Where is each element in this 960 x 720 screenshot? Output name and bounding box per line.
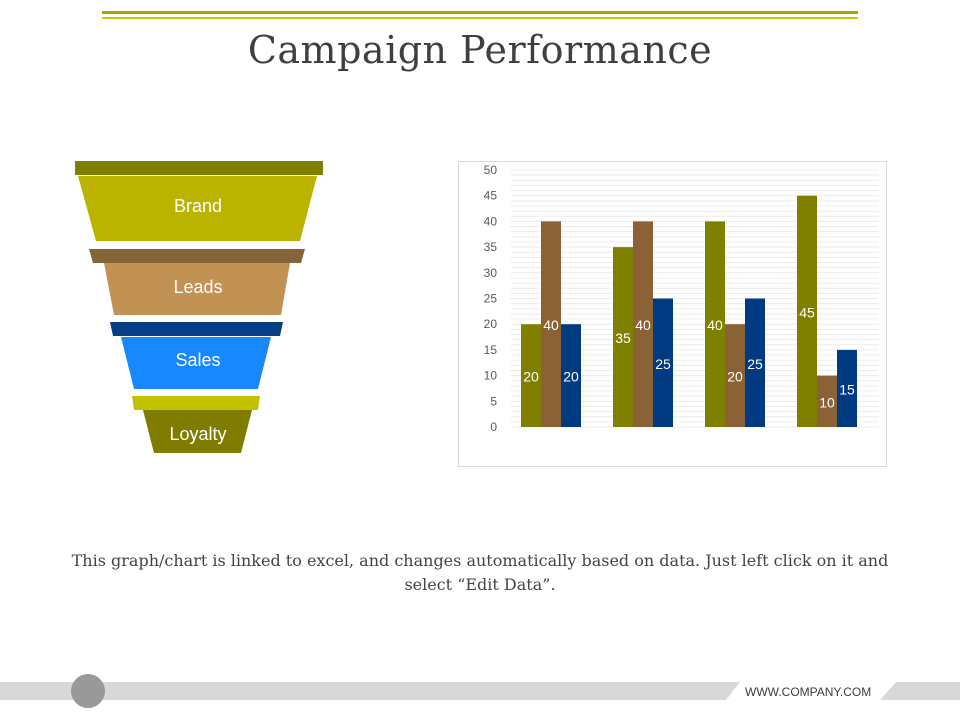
bar (633, 221, 653, 427)
bar-data-label: 20 (563, 369, 579, 385)
y-tick-label: 40 (484, 214, 498, 228)
y-tick-label: 45 (484, 189, 498, 203)
bar-data-label: 25 (747, 356, 763, 372)
funnel-label-loyalty: Loyalty (169, 424, 227, 444)
bar (613, 247, 633, 427)
bar (653, 298, 673, 427)
bar-data-label: 25 (655, 356, 671, 372)
funnel-cap-leads (89, 249, 305, 263)
footer-band-right (880, 682, 960, 700)
slide-title[interactable]: Campaign Performance (247, 28, 713, 72)
bar-data-label: 20 (523, 369, 539, 385)
footer-circle-icon (71, 674, 105, 708)
bar (541, 221, 561, 427)
y-tick-label: 25 (484, 292, 498, 306)
bar-chart[interactable]: 0 5 10 15 20 25 30 35 40 45 50 20 40 20 35 40 25 40 20 25 45… (458, 161, 887, 467)
top-rule-secondary (102, 17, 858, 19)
y-tick-label: 20 (484, 317, 498, 331)
bar (817, 375, 837, 427)
top-rule (102, 11, 858, 14)
bar (837, 349, 857, 427)
bar-data-label: 40 (543, 317, 559, 333)
footer-url[interactable]: WWW.COMPANY.COM (745, 685, 872, 699)
chart-caption: This graph/chart is linked to excel, and… (71, 551, 889, 594)
y-tick-label: 15 (484, 343, 498, 357)
bar (745, 298, 765, 427)
footer-band-left (0, 682, 740, 700)
funnel-label-leads: Leads (173, 277, 223, 297)
funnel-label-brand: Brand (173, 196, 223, 216)
bar-data-label: 40 (635, 317, 651, 333)
y-tick-label: 50 (484, 163, 498, 177)
bar (725, 324, 745, 427)
bar (561, 324, 581, 427)
bar (521, 324, 541, 427)
bar-data-label: 45 (799, 304, 815, 320)
y-tick-label: 0 (490, 420, 497, 434)
bar-data-label: 10 (819, 394, 835, 410)
y-tick-label: 35 (484, 240, 498, 254)
y-tick-label: 5 (490, 394, 497, 408)
funnel-cap-brand (75, 161, 323, 175)
bar (797, 195, 817, 427)
y-tick-label: 10 (484, 369, 498, 383)
y-tick-label: 30 (484, 266, 498, 280)
funnel-label-sales: Sales (175, 350, 221, 370)
bar-chart-canvas: 0510152025303540455020402035402540202545… (484, 163, 879, 434)
bar-data-label: 40 (707, 317, 723, 333)
bar-data-label: 15 (839, 381, 855, 397)
bar (705, 221, 725, 427)
bar-data-label: 20 (727, 369, 743, 385)
bar-data-label: 35 (615, 330, 631, 346)
funnel-cap-sales (110, 322, 283, 336)
footer-bar (0, 682, 960, 700)
funnel-cap-loyalty (132, 396, 260, 410)
